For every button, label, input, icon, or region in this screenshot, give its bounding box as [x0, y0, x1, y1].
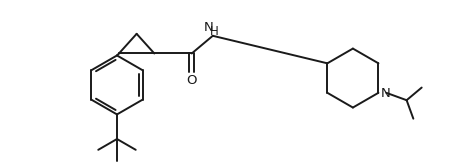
Text: N: N: [204, 21, 214, 34]
Text: H: H: [209, 25, 218, 38]
Text: N: N: [381, 87, 390, 100]
Text: O: O: [187, 74, 197, 87]
